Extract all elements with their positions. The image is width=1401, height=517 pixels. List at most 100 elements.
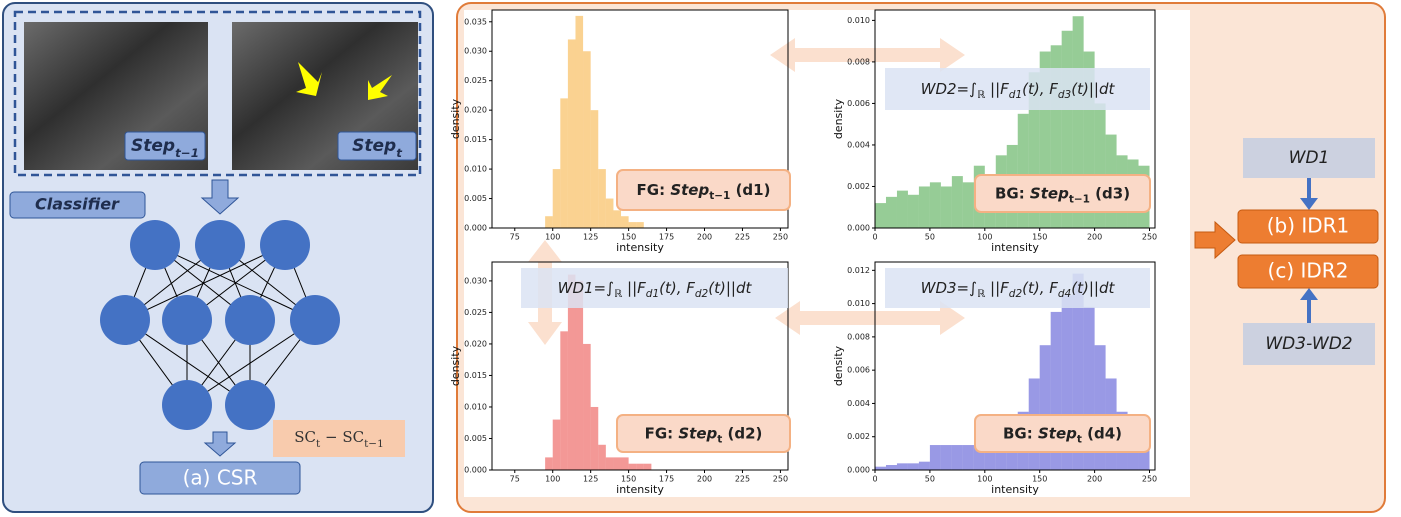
x-tick-label: 125 (583, 475, 598, 484)
bar (951, 445, 963, 470)
caption-box (974, 414, 1151, 453)
bar (590, 406, 599, 470)
bar (940, 445, 952, 470)
bar (1083, 51, 1095, 229)
y-tick-label: 0.020 (464, 339, 487, 348)
bar (1138, 436, 1150, 470)
input-box (1243, 138, 1375, 178)
bar (885, 196, 897, 228)
formula-box (885, 268, 1150, 308)
x-axis-label: intensity (616, 241, 664, 254)
bar (918, 186, 930, 228)
arrow-head (1300, 198, 1318, 210)
x-tick-label: 150 (1032, 475, 1047, 484)
score-box (273, 420, 405, 457)
text-part: FG: (645, 424, 679, 442)
y-axis-label: density (832, 345, 845, 386)
y-tick-label: 0.010 (464, 165, 487, 174)
yellow-arrow (296, 62, 322, 96)
text-part: ℝ (614, 288, 623, 300)
bar (951, 176, 963, 228)
formula: WD3=∫ℝ ||Fd2(t), Fd4(t)||dt (921, 279, 1116, 301)
bar (984, 436, 996, 470)
bar (613, 210, 622, 228)
frame-label-box (124, 131, 206, 161)
bar (1039, 51, 1051, 229)
x-tick-label: 100 (545, 233, 560, 242)
x-tick-label: 75 (510, 233, 520, 242)
x-axis-label: intensity (991, 241, 1039, 254)
bar (962, 445, 974, 470)
text-part: FG: (637, 181, 671, 199)
neuron (162, 380, 212, 430)
x-axis-label: intensity (616, 483, 664, 496)
bar (929, 182, 941, 228)
y-tick-label: 0.010 (847, 16, 870, 25)
bar (1072, 16, 1084, 228)
neuron (225, 380, 275, 430)
bar (598, 444, 606, 470)
text-part: Step (131, 136, 175, 156)
edge (124, 244, 286, 321)
text-part: BG: (1003, 424, 1038, 442)
y-tick-label: 0.004 (847, 399, 870, 408)
bar (918, 461, 930, 470)
x-tick-label: 100 (977, 475, 992, 484)
bar (552, 419, 561, 470)
caption-box (974, 174, 1151, 213)
text-part: (t), F (659, 279, 695, 297)
y-axis-label: density (449, 345, 462, 386)
bar (1039, 345, 1051, 470)
caption: BG: Stept−1 (d3) (995, 184, 1130, 206)
y-tick-label: 0.000 (464, 224, 487, 233)
x-tick-label: 200 (697, 475, 712, 484)
bar (875, 466, 886, 470)
text-part: ℝ (977, 288, 986, 300)
bar (575, 15, 584, 228)
formula-box (885, 68, 1150, 110)
y-axis-label: density (449, 98, 462, 139)
bar (643, 463, 652, 470)
y-tick-label: 0.015 (464, 371, 487, 380)
bar (567, 39, 576, 229)
x-tick-label: 50 (925, 475, 935, 484)
bar (628, 463, 637, 470)
bar (1028, 72, 1040, 229)
bar (583, 51, 591, 229)
bar (896, 190, 908, 228)
x-tick-label: 200 (697, 233, 712, 242)
arrow (203, 431, 237, 457)
bar (896, 463, 908, 470)
caption-box (616, 169, 791, 211)
text-part: − SC (320, 428, 364, 446)
bar (605, 198, 614, 228)
bar (560, 98, 568, 228)
text-part: t−1 (175, 146, 199, 160)
x-axis-label: intensity (991, 483, 1039, 496)
y-tick-label: 0.025 (464, 76, 487, 85)
x-tick-label: 175 (659, 475, 674, 484)
text-part: Step (1030, 184, 1069, 202)
text-part: t−1 (709, 190, 730, 202)
bar (1094, 345, 1106, 470)
text-part: d2 (695, 288, 709, 300)
bar (613, 457, 622, 470)
caption: FG: Stept−1 (d1) (637, 181, 771, 203)
y-tick-label: 0.030 (464, 47, 487, 56)
bar (636, 463, 644, 470)
y-tick-label: 0.000 (847, 224, 870, 233)
x-tick-label: 150 (621, 233, 636, 242)
bar (552, 169, 561, 228)
bar (875, 203, 886, 228)
bar (929, 445, 941, 470)
plot-frame (874, 261, 1156, 471)
text-part: d1 (1009, 89, 1022, 101)
bar (575, 280, 584, 470)
x-tick-label: 175 (659, 233, 674, 242)
text-part: BG: (995, 184, 1030, 202)
neuron (290, 295, 340, 345)
plot-frame (491, 261, 789, 471)
text-part: t (717, 434, 722, 446)
text-part: t (1077, 434, 1082, 446)
